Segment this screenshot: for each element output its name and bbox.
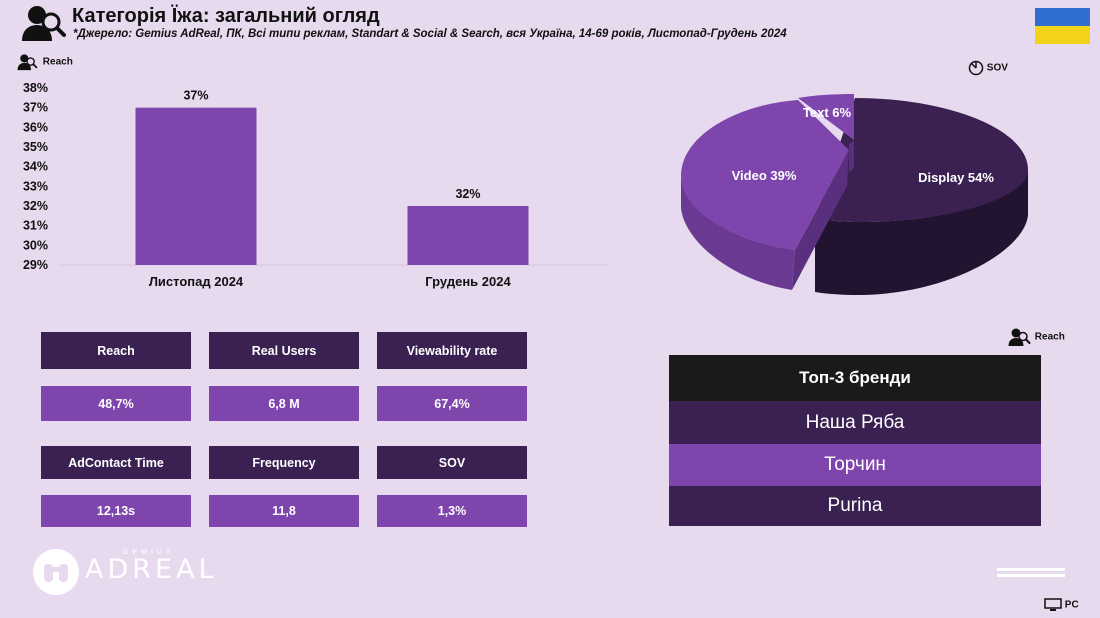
bar: [407, 206, 529, 265]
pie-label-display: Display 54%: [918, 170, 994, 185]
pie-label-video: Video 39%: [732, 168, 797, 183]
desktop-icon: [1044, 598, 1062, 611]
brand-item: Purina: [669, 486, 1041, 526]
pie-label-text: Text 6%: [803, 105, 852, 120]
metric-value-adcontact-time: 12,13s: [41, 495, 191, 527]
top-brands-title: Топ-3 бренди: [669, 355, 1041, 401]
sov-label-text: SOV: [986, 62, 1008, 74]
y-tick-label: 33%: [23, 179, 48, 193]
metric-value-frequency: 11,8: [209, 495, 359, 527]
page-subtitle: *Джерело: Gemius AdReal, ПК, Всі типи ре…: [73, 28, 787, 40]
x-category-label: Грудень 2024: [425, 274, 511, 289]
y-tick-label: 31%: [23, 219, 48, 233]
y-tick-label: 36%: [23, 120, 48, 134]
bar-value-label: 32%: [455, 187, 480, 201]
metric-header-sov: SOV: [377, 446, 527, 479]
y-tick-label: 29%: [23, 258, 48, 272]
pie-slice-video: [681, 100, 849, 250]
pie-slice-text: [798, 94, 854, 140]
logo-brand-text: ADREAL: [85, 554, 218, 585]
people-search-icon: [17, 54, 38, 71]
logo-sub-text: GEMIUS: [123, 549, 175, 556]
reach-label: Reach: [14, 53, 73, 71]
decor-line: [997, 574, 1065, 577]
decor-line: [997, 568, 1065, 571]
metric-header-real-users: Real Users: [209, 332, 359, 369]
pie-slice-display-rim: [815, 170, 1028, 295]
people-search-icon: [22, 6, 66, 41]
bar: [135, 107, 257, 266]
reach-bar-chart: 29% 30% 31% 32% 33% 34% 35% 36% 37% 38% 37% Листопа…: [23, 81, 608, 289]
metric-value-sov: 1,3%: [377, 495, 527, 527]
bar-value-label: 37%: [183, 89, 208, 103]
x-category-label: Листопад 2024: [149, 274, 244, 289]
brand-item: Наша Ряба: [669, 401, 1041, 444]
metric-header-frequency: Frequency: [209, 446, 359, 479]
metric-header-reach: Reach: [41, 332, 191, 369]
top-brands-table: Топ-3 бренди Наша Ряба Торчин Purina: [669, 355, 1041, 526]
y-tick-label: 32%: [23, 199, 48, 213]
y-tick-label: 35%: [23, 140, 48, 154]
y-tick-label: 38%: [23, 81, 48, 95]
pie-slice-text-edge: [849, 140, 854, 172]
pc-label: PC: [1044, 598, 1079, 612]
metric-value-real-users: 6,8 M: [209, 386, 359, 421]
adreal-logo: GEMIUS ADREAL: [33, 548, 214, 596]
y-tick-label: 37%: [23, 101, 48, 115]
y-tick-label: 34%: [23, 160, 48, 174]
brands-reach-label-text: Reach: [1034, 331, 1065, 343]
brand-item: Торчин: [669, 444, 1041, 486]
page-title: Категорія Їжа: загальний огляд: [72, 5, 380, 27]
people-search-icon: [1008, 328, 1031, 346]
metric-value-viewability: 67,4%: [377, 386, 527, 421]
metric-header-adcontact-time: AdContact Time: [41, 446, 191, 479]
pie-timer-icon: [968, 60, 984, 76]
ukraine-flag-icon: [1035, 8, 1090, 44]
reach-label-text: Reach: [42, 56, 73, 68]
metric-header-viewability: Viewability rate: [377, 332, 527, 369]
brands-reach-label: Reach: [1006, 327, 1065, 347]
sov-label: SOV: [968, 60, 1008, 76]
pc-label-text: PC: [1064, 599, 1079, 611]
binoculars-icon: [33, 549, 79, 595]
pie-slice-display: [815, 98, 1028, 222]
y-tick-label: 30%: [23, 238, 48, 252]
pie-slice-video-rim: [681, 176, 795, 290]
metric-value-reach: 48,7%: [41, 386, 191, 421]
sov-pie-chart: Display 54% Video 39% Text 6%: [681, 94, 1028, 295]
pie-slice-video-edge: [792, 150, 849, 290]
